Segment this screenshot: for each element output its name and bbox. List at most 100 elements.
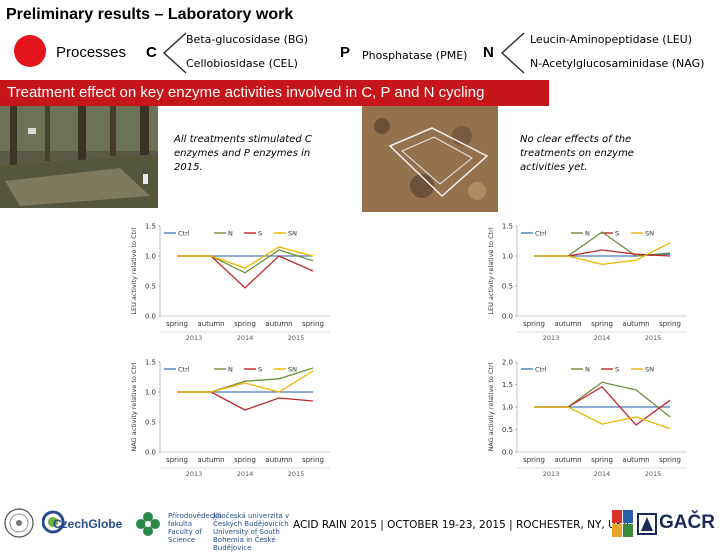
- legend-label: N: [228, 366, 233, 374]
- legend-label: N: [585, 230, 590, 238]
- year-label: 2013: [186, 470, 203, 478]
- y-tick-label: 1.5: [502, 223, 513, 231]
- x-tick-label: autumn: [622, 456, 649, 464]
- p-letter: P: [340, 44, 351, 61]
- y-axis-label: NAG activity relative to Ctrl: [130, 362, 138, 451]
- legend-label: SN: [288, 230, 297, 238]
- forest-plot-photo: [0, 106, 158, 208]
- x-tick-label: spring: [302, 320, 324, 328]
- legend-label: S: [258, 366, 262, 374]
- series-line-s: [177, 255, 314, 289]
- enzyme-cel: Cellobiosidase (CEL): [186, 57, 298, 70]
- x-tick-label: spring: [302, 456, 324, 464]
- note-right: No clear effects of the treatments on en…: [520, 134, 634, 173]
- note-left: All treatments stimulated C enzymes and …: [174, 134, 312, 173]
- legend-label: SN: [645, 366, 654, 374]
- processes-label: Processes: [56, 44, 127, 61]
- c-letter: C: [146, 44, 157, 61]
- legend-label: S: [615, 366, 619, 374]
- x-tick-label: spring: [591, 456, 613, 464]
- chart-nag-left: NAG activity relative to Ctrl 0.0 0.5 1.0 1.…: [130, 359, 330, 478]
- legend-label: SN: [288, 366, 297, 374]
- y-tick-label: 0.0: [502, 449, 513, 457]
- chart-leu-right: LEU activity relative to Ctrl 0.0 0.5 1.0 1.…: [487, 223, 687, 342]
- faculty-flower-icon: [136, 512, 160, 536]
- x-tick-label: autumn: [197, 456, 224, 464]
- x-tick-label: autumn: [265, 320, 292, 328]
- partner-logo-icon: [612, 510, 633, 537]
- y-tick-label: 0.5: [502, 283, 513, 291]
- y-tick-label: 2.0: [502, 359, 513, 367]
- year-label: 2013: [186, 334, 203, 342]
- university-logo-text: Jihočeská univerzita v Českých Budějovic…: [213, 512, 290, 552]
- legend-label: N: [228, 230, 233, 238]
- series-line-sn: [534, 242, 671, 266]
- n-letter: N: [483, 44, 494, 61]
- legend-label: Ctrl: [535, 366, 547, 374]
- series-line-s: [177, 391, 314, 411]
- y-axis-label: NAG activity relative to Ctrl: [487, 362, 495, 451]
- y-tick-label: 0.0: [145, 449, 156, 457]
- year-label: 2015: [645, 470, 662, 478]
- y-axis-label: LEU activity relative to Ctrl: [487, 227, 495, 315]
- processes-legend-dot: [14, 35, 46, 67]
- series-line-sn: [177, 246, 314, 269]
- faculty-logo-text: Přírodovědecká fakulta Faculty of Scienc…: [168, 512, 222, 544]
- series-line-s: [534, 385, 671, 426]
- year-label: 2014: [594, 470, 611, 478]
- x-tick-label: spring: [659, 456, 681, 464]
- year-label: 2015: [288, 470, 305, 478]
- n-bracket: [501, 32, 525, 74]
- x-tick-label: spring: [523, 320, 545, 328]
- year-label: 2014: [237, 334, 254, 342]
- x-tick-label: autumn: [265, 456, 292, 464]
- x-tick-label: autumn: [197, 320, 224, 328]
- legend-label: S: [258, 230, 262, 238]
- gacr-logo-text: GAČR: [659, 512, 715, 533]
- x-tick-label: spring: [166, 320, 188, 328]
- legend-label: N: [585, 366, 590, 374]
- x-tick-label: spring: [523, 456, 545, 464]
- y-tick-label: 0.5: [145, 419, 156, 427]
- czechglobe-logo-text: CzechGlobe: [53, 517, 123, 531]
- footer-conference: ACID RAIN 2015 | OCTOBER 19-23, 2015 | R…: [293, 519, 630, 531]
- year-label: 2015: [645, 334, 662, 342]
- page-title: Preliminary results – Laboratory work: [6, 6, 294, 23]
- year-label: 2015: [288, 334, 305, 342]
- legend-label: Ctrl: [178, 366, 190, 374]
- year-label: 2014: [237, 470, 254, 478]
- year-label: 2013: [543, 334, 560, 342]
- czechglobe-logo: CzechGlobe: [41, 509, 123, 537]
- x-tick-label: autumn: [554, 320, 581, 328]
- enzyme-pme: Phosphatase (PME): [362, 49, 468, 62]
- c-bracket: [163, 32, 187, 74]
- chart-nag-right: NAG activity relative to Ctrl 0.0 0.5 1.0 1.…: [487, 359, 687, 478]
- x-tick-label: autumn: [622, 320, 649, 328]
- y-tick-label: 1.0: [145, 389, 156, 397]
- legend-label: S: [615, 230, 619, 238]
- enzyme-nag: N-Acetylglucosaminidase (NAG): [530, 57, 705, 70]
- y-tick-label: 1.5: [145, 223, 156, 231]
- gacr-emblem-icon: [637, 513, 657, 535]
- year-label: 2014: [594, 334, 611, 342]
- litter-plot-photo: [362, 106, 498, 212]
- section-banner: Treatment effect on key enzyme activitie…: [0, 80, 549, 106]
- x-tick-label: spring: [659, 320, 681, 328]
- x-tick-label: autumn: [554, 456, 581, 464]
- y-axis-label: LEU activity relative to Ctrl: [130, 227, 138, 315]
- y-tick-label: 1.5: [502, 381, 513, 389]
- x-tick-label: spring: [166, 456, 188, 464]
- y-tick-label: 1.0: [145, 253, 156, 261]
- series-line-sn: [177, 370, 314, 393]
- series-line-sn: [534, 406, 671, 430]
- y-tick-label: 0.0: [145, 313, 156, 321]
- x-tick-label: spring: [591, 320, 613, 328]
- y-tick-label: 0.5: [502, 426, 513, 434]
- enzyme-bg: Beta-glucosidase (BG): [186, 33, 309, 46]
- y-tick-label: 1.0: [502, 404, 513, 412]
- chart-leu-left: LEU activity relative to Ctrl 0.0 0.5 1.0 1.…: [130, 223, 330, 342]
- y-tick-label: 1.0: [502, 253, 513, 261]
- y-tick-label: 0.0: [502, 313, 513, 321]
- x-tick-label: spring: [234, 456, 256, 464]
- university-seal-icon: [4, 508, 34, 538]
